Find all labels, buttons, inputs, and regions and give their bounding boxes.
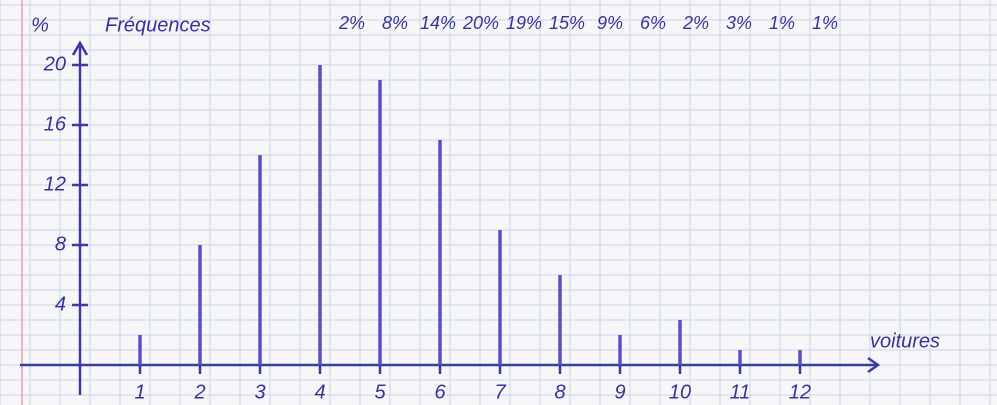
value-label: 2% [682,13,709,33]
value-label: 19% [506,13,542,33]
x-tick-label: 8 [554,381,565,403]
x-tick-label: 4 [314,381,325,403]
y-tick-label: 12 [44,173,66,195]
value-label: 14% [420,13,456,33]
value-label: 2% [338,13,365,33]
x-tick-label: 2 [193,381,205,403]
y-axis-label: % [31,14,49,36]
y-tick-label: 8 [55,233,66,255]
value-label: 6% [640,13,666,33]
x-tick-label: 10 [669,381,691,403]
x-tick-label: 7 [494,381,506,403]
x-tick-label: 6 [434,381,446,403]
x-tick-label: 11 [730,381,751,403]
page: % Fréquences voitures 481216201234567891… [0,0,997,405]
value-label: 15% [549,13,585,33]
x-tick-label: 1 [134,381,145,403]
x-tick-label: 9 [614,381,625,403]
value-label: 3% [726,13,752,33]
value-label: 20% [462,13,499,33]
value-label: 1% [769,13,795,33]
value-label: 1% [812,13,838,33]
x-tick-label: 3 [254,381,265,403]
row-label: Fréquences [105,14,211,36]
chart: % Fréquences voitures 481216201234567891… [0,0,997,405]
x-tick-label: 5 [374,381,386,403]
value-label: 8% [382,13,408,33]
value-label: 9% [597,13,623,33]
y-tick-label: 16 [44,113,67,135]
x-axis-label: voitures [870,330,940,352]
x-tick-label: 12 [789,381,811,403]
y-tick-label: 20 [43,53,66,75]
y-tick-label: 4 [55,293,66,315]
